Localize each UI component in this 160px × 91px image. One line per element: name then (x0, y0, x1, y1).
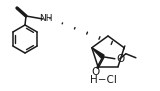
Polygon shape (17, 8, 26, 16)
Text: NH: NH (39, 14, 53, 23)
Text: O: O (117, 54, 125, 64)
Text: H−Cl: H−Cl (90, 75, 116, 85)
Polygon shape (92, 48, 104, 58)
Text: O: O (92, 67, 100, 77)
